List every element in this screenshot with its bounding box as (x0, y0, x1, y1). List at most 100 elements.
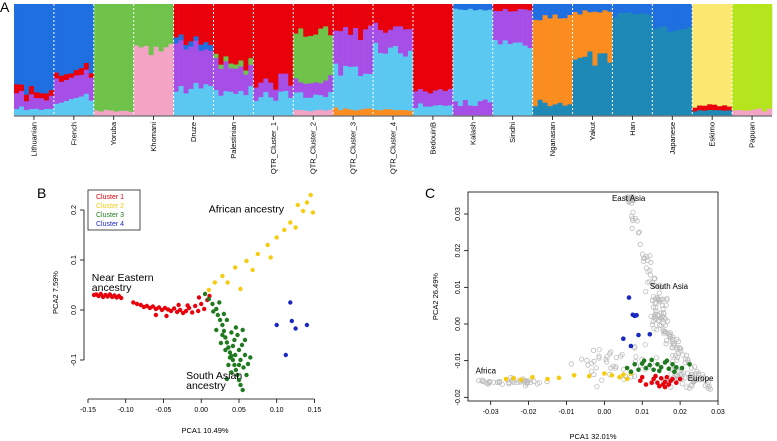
admixture-segment (582, 10, 588, 58)
reference-point (698, 376, 704, 383)
admixture-segment (348, 66, 354, 110)
admixture-segment (178, 4, 184, 35)
admixture-segment (602, 10, 608, 54)
admixture-segment (622, 12, 628, 116)
admixture-segment (412, 91, 419, 109)
admixture-segment (487, 102, 494, 116)
data-point (229, 370, 234, 375)
data-point (239, 342, 245, 348)
data-point (670, 362, 675, 367)
admixture-segment (407, 110, 414, 116)
reference-point (632, 215, 639, 222)
reference-point (691, 364, 698, 370)
admixture-segment (303, 83, 309, 99)
admixture-segment (577, 57, 583, 116)
data-point (586, 373, 592, 379)
admixture-segment (173, 43, 179, 92)
admixture-segment (218, 64, 224, 70)
x-tick-label: 0.02 (673, 409, 687, 416)
plot-frame (467, 191, 719, 402)
x-tick-label: BedouinB (428, 122, 437, 155)
y-tick-label: -0.01 (455, 353, 462, 369)
admixture-segment (427, 93, 434, 107)
admixture-segment (378, 53, 384, 111)
annotation: Europe (688, 374, 714, 383)
admixture-segment (363, 4, 369, 30)
reference-point (528, 379, 534, 385)
data-point (621, 372, 626, 377)
data-point (183, 308, 189, 314)
data-point (687, 362, 692, 367)
series-cluster-3 (202, 291, 253, 393)
data-point (242, 352, 248, 358)
admixture-segment (572, 4, 578, 13)
admixture-segment (582, 4, 588, 11)
admixture-segment (73, 75, 80, 99)
data-point (668, 378, 673, 384)
population-bar-group (293, 4, 334, 116)
admixture-segment (552, 14, 558, 105)
x-tick-label: 0.01 (635, 409, 649, 416)
admixture-segment (397, 110, 404, 116)
admixture-segment (48, 4, 55, 91)
reference-point (650, 304, 656, 310)
reference-point (640, 258, 647, 264)
admixture-segment (383, 32, 389, 54)
admixture-segment (268, 4, 274, 84)
reference-point (649, 321, 656, 328)
reference-point (479, 377, 486, 383)
data-point (621, 336, 626, 342)
admixture-segment (527, 4, 533, 11)
admixture-segment (517, 4, 523, 10)
admixture-segment (83, 4, 90, 64)
reference-point (659, 302, 666, 309)
admixture-segment (33, 97, 40, 110)
admixture-segment (98, 111, 105, 116)
admixture-segment (537, 99, 543, 116)
reference-point (635, 230, 642, 236)
admixture-segment (672, 4, 678, 32)
admixture-segment (517, 9, 523, 43)
data-point (244, 258, 249, 264)
admixture-segment (552, 4, 558, 15)
admixture-segment (402, 56, 409, 111)
reference-point (695, 370, 702, 377)
admixture-segment (43, 93, 50, 101)
reference-point (648, 313, 654, 320)
admixture-segment (692, 4, 698, 109)
admixture-segment (682, 28, 688, 116)
reference-point (663, 337, 670, 344)
reference-point (608, 349, 614, 355)
reference-point (636, 229, 642, 235)
admixture-segment (373, 4, 379, 24)
admixture-segment (283, 73, 289, 92)
reference-point (704, 381, 711, 388)
admixture-segment (183, 45, 189, 50)
data-point (571, 373, 577, 378)
admixture-segment (293, 78, 299, 93)
admixture-segment (333, 107, 339, 116)
admixture-segment (323, 96, 329, 111)
admixture-segment (73, 97, 80, 116)
admixture-segment (567, 4, 573, 16)
x-tick-label: Papuan (748, 122, 757, 148)
reference-point (630, 194, 637, 200)
admixture-segment (243, 74, 249, 96)
reference-populations (476, 194, 713, 392)
reference-point (645, 268, 651, 275)
admixture-segment (737, 110, 743, 116)
reference-point (658, 315, 664, 321)
admixture-segment (293, 4, 299, 34)
admixture-segment (328, 109, 334, 116)
legend-entry: Cluster 1 (96, 194, 124, 201)
admixture-segment (727, 110, 733, 116)
admixture-segment (53, 72, 60, 79)
admixture-segment (557, 102, 563, 116)
admixture-segment (48, 108, 55, 116)
admixture-segment (477, 9, 484, 102)
admixture-segment (223, 56, 229, 62)
admixture-segment (373, 22, 379, 44)
data-point (649, 357, 654, 363)
admixture-segment (452, 101, 459, 116)
admixture-segment (762, 4, 768, 112)
